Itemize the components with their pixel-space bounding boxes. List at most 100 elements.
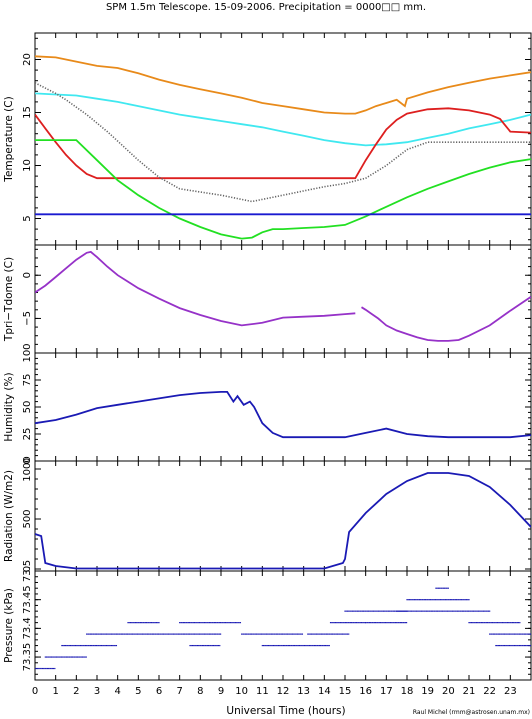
pressure-point: [464, 599, 466, 601]
pressure-point: [288, 633, 290, 635]
pressure-point: [68, 644, 70, 647]
pressure-point: [336, 633, 339, 635]
pressure-point: [324, 644, 327, 647]
pressure-point: [417, 599, 419, 601]
pressure-point: [301, 644, 303, 647]
pressure-point: [87, 633, 89, 635]
pressure-point: [207, 633, 209, 635]
pressure-point: [386, 610, 388, 612]
pressure-point: [115, 633, 118, 635]
pressure-point: [136, 633, 139, 635]
pressure-point: [81, 656, 84, 658]
pressure-point: [454, 599, 456, 601]
pressure-point: [76, 656, 79, 658]
pressure-point: [494, 633, 496, 635]
pressure-point: [368, 622, 370, 624]
pressure-point: [48, 667, 50, 670]
pressure-point: [136, 622, 138, 624]
pressure-point: [105, 644, 108, 647]
pressure-point: [207, 622, 209, 624]
pressure-point: [248, 633, 250, 635]
pressure-point: [95, 644, 98, 647]
pressure-point: [202, 622, 204, 624]
pressure-point: [519, 622, 521, 624]
pressure-point: [162, 633, 165, 635]
pressure-point: [485, 610, 487, 612]
pressure-point: [528, 633, 530, 635]
pressure-point: [313, 633, 315, 635]
pressure-point: [443, 599, 445, 601]
pressure-point: [232, 622, 234, 624]
pressure-point: [520, 633, 522, 635]
pressure-point: [441, 610, 444, 612]
pressure-point: [272, 644, 275, 647]
pressure-point: [252, 633, 254, 635]
pressure-point: [388, 622, 390, 624]
pressure-point: [501, 622, 504, 624]
y-tick-label: 10: [22, 159, 33, 172]
pressure-point: [261, 644, 263, 647]
pressure-point: [517, 644, 519, 647]
pressure-point: [413, 610, 415, 612]
pressure-point: [498, 633, 501, 635]
pressure-point: [219, 622, 222, 624]
pressure-point: [169, 633, 171, 635]
pressure-point: [134, 622, 137, 624]
pressure-point: [157, 622, 159, 624]
y-axis-label: Temperature (C): [3, 96, 15, 182]
pressure-point: [374, 610, 376, 612]
pressure-point: [420, 599, 422, 601]
pressure-point: [496, 644, 498, 647]
pressure-point: [89, 633, 91, 635]
x-tick-label: 18: [401, 686, 414, 697]
pressure-point: [404, 610, 406, 612]
pressure-point: [308, 633, 310, 635]
pressure-point: [123, 633, 125, 635]
pressure-point: [459, 599, 461, 601]
pressure-point: [83, 644, 85, 647]
pressure-point: [482, 622, 484, 624]
pressure-point: [479, 622, 481, 624]
pressure-point: [363, 610, 365, 612]
pressure-point: [371, 610, 373, 612]
pressure-point: [515, 633, 517, 635]
pressure-point: [138, 622, 140, 624]
pressure-point: [282, 644, 285, 647]
pressure-point: [367, 622, 369, 624]
pressure-point: [114, 633, 116, 635]
x-tick-label: 15: [339, 686, 352, 697]
chart-title: SPM 1.5m Telescope. 15-09-2006. Precipit…: [106, 2, 426, 13]
pressure-point: [205, 622, 207, 624]
pressure-point: [76, 644, 78, 647]
pressure-point: [291, 633, 294, 635]
pressure-point: [109, 633, 111, 635]
pressure-point: [128, 622, 130, 624]
y-axis-label: Pressure (kPa): [3, 588, 15, 663]
pressure-point: [264, 644, 266, 647]
pressure-point: [66, 644, 68, 647]
x-tick-label: 16: [359, 686, 372, 697]
pressure-point: [449, 599, 451, 601]
pressure-point: [293, 644, 296, 647]
pressure-point: [389, 622, 392, 624]
pressure-point: [460, 610, 462, 612]
pressure-point: [415, 599, 417, 601]
pressure-point: [63, 644, 65, 647]
pressure-point: [102, 644, 104, 647]
pressure-point: [292, 644, 294, 647]
pressure-point: [131, 633, 134, 635]
pressure-point: [284, 633, 286, 635]
pressure-point: [405, 610, 408, 612]
plot-area: [35, 55, 531, 240]
pressure-point: [69, 656, 71, 658]
pressure-point: [354, 622, 356, 624]
pressure-point: [237, 622, 239, 624]
pressure-point: [74, 644, 77, 647]
pressure-point: [295, 633, 297, 635]
y-tick-label: 73.35: [22, 643, 33, 672]
pressure-point: [36, 667, 39, 670]
pressure-point: [186, 622, 188, 624]
pressure-point: [108, 633, 110, 635]
series-line-0: [35, 55, 531, 115]
pressure-point: [510, 622, 512, 624]
